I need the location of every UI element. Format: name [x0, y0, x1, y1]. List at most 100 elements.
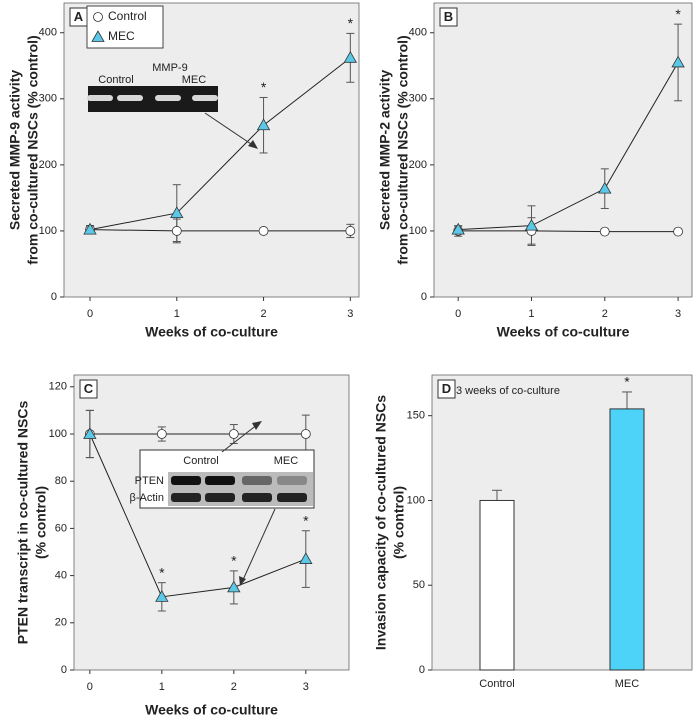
y-tick-label: 0 — [61, 664, 67, 676]
y-tick-label: 400 — [409, 27, 427, 39]
gel-band — [192, 95, 218, 101]
y-tick-label: 20 — [55, 617, 67, 629]
series-line — [458, 230, 679, 233]
y-tick-label: 100 — [407, 494, 425, 506]
x-axis-label: Weeks of co-culture — [145, 324, 278, 340]
annotation: 3 weeks of co-culture — [456, 385, 560, 397]
bar — [609, 408, 645, 671]
marker — [155, 590, 169, 602]
significance: * — [159, 564, 165, 580]
x-tick-label: 0 — [455, 308, 461, 320]
y-axis-label: Secreted MMP-9 activity — [7, 70, 23, 230]
x-tick-label: 1 — [174, 308, 180, 320]
y-tick-label: 50 — [413, 579, 425, 591]
legend-marker — [91, 30, 105, 42]
marker — [343, 51, 358, 63]
marker — [228, 429, 239, 439]
x-axis-label: Weeks of co-culture — [497, 324, 630, 340]
inset-label: Control — [183, 455, 218, 467]
arrow — [221, 423, 259, 453]
x-tick-label: 1 — [159, 681, 165, 693]
series-line — [89, 433, 306, 598]
x-tick-label: 2 — [231, 681, 237, 693]
y-tick-label: 40 — [55, 570, 67, 582]
x-tick-label: 3 — [347, 308, 353, 320]
panel-label: C — [84, 381, 94, 396]
arrow — [204, 112, 255, 147]
blot-band — [277, 476, 307, 485]
x-tick-label: 3 — [675, 308, 681, 320]
series-line — [458, 62, 679, 231]
y-tick-label: 300 — [409, 93, 427, 105]
inset-title: MMP-9 — [152, 62, 187, 74]
marker — [673, 226, 683, 237]
x-tick-label: 0 — [87, 308, 93, 320]
blot-band — [277, 493, 307, 502]
significance: * — [303, 512, 309, 528]
y-tick-label: 80 — [55, 475, 67, 487]
marker — [300, 429, 311, 439]
y-tick-label: 120 — [49, 381, 67, 393]
y-tick-label: 150 — [407, 410, 425, 422]
arrow — [241, 508, 276, 583]
marker — [256, 118, 271, 131]
y-axis-label: Invasion capacity of co-cultured NSCs — [373, 395, 389, 650]
x-tick-label: 0 — [87, 681, 93, 693]
inset-label: MEC — [182, 74, 207, 86]
y-tick-label: 100 — [409, 225, 427, 237]
y-tick-label: 60 — [55, 522, 67, 534]
inset-row: β-Actin — [130, 492, 164, 504]
significance: * — [624, 374, 630, 390]
panel-box — [439, 7, 458, 27]
marker — [170, 206, 184, 218]
y-axis-label: (% control) — [391, 486, 407, 559]
panel-label: A — [74, 9, 84, 24]
arrowhead — [248, 140, 258, 149]
gel-band — [155, 95, 181, 101]
legend-label: Control — [108, 9, 147, 23]
plot-area — [63, 2, 360, 298]
series-line — [90, 229, 351, 232]
marker — [156, 429, 167, 439]
error-bar — [492, 489, 502, 501]
legend-marker — [93, 12, 103, 22]
marker — [299, 552, 313, 564]
marker — [171, 226, 182, 236]
inset-label: MEC — [274, 455, 299, 467]
marker — [599, 226, 610, 237]
significance: * — [261, 79, 267, 95]
marker — [598, 181, 612, 194]
arrowhead — [252, 421, 262, 430]
blot-band — [171, 493, 201, 502]
inset-row: PTEN — [135, 475, 164, 487]
x-tick-label: 1 — [528, 308, 534, 320]
y-axis-label: Secreted MMP-2 activity — [377, 70, 393, 230]
x-tick-label: 3 — [303, 681, 309, 693]
marker — [227, 580, 241, 593]
marker — [671, 55, 685, 68]
marker — [83, 222, 97, 235]
plot-area — [433, 2, 693, 298]
y-tick-label: 0 — [51, 291, 57, 303]
series-line — [89, 57, 351, 231]
x-tick-label: 2 — [602, 308, 608, 320]
x-tick-label: 2 — [260, 308, 266, 320]
blot-band — [171, 476, 201, 485]
x-axis-label: Weeks of co-culture — [145, 702, 278, 718]
plot-area — [73, 374, 350, 671]
y-axis-label: PTEN transcript in co-cultured NSCs — [15, 401, 31, 645]
marker — [345, 226, 356, 236]
panel-box — [79, 379, 98, 399]
x-tick-label: Control — [479, 678, 514, 690]
y-tick-label: 200 — [39, 159, 57, 171]
panel-label: B — [444, 9, 453, 24]
panel-label: D — [442, 381, 451, 396]
y-axis-label: from co-cultured NSCs (% control) — [25, 35, 41, 264]
gel-band — [117, 95, 143, 101]
panel-box — [437, 379, 456, 399]
blot-band — [242, 493, 272, 502]
blot-band — [242, 476, 272, 485]
y-tick-label: 0 — [421, 291, 427, 303]
y-tick-label: 200 — [409, 159, 427, 171]
